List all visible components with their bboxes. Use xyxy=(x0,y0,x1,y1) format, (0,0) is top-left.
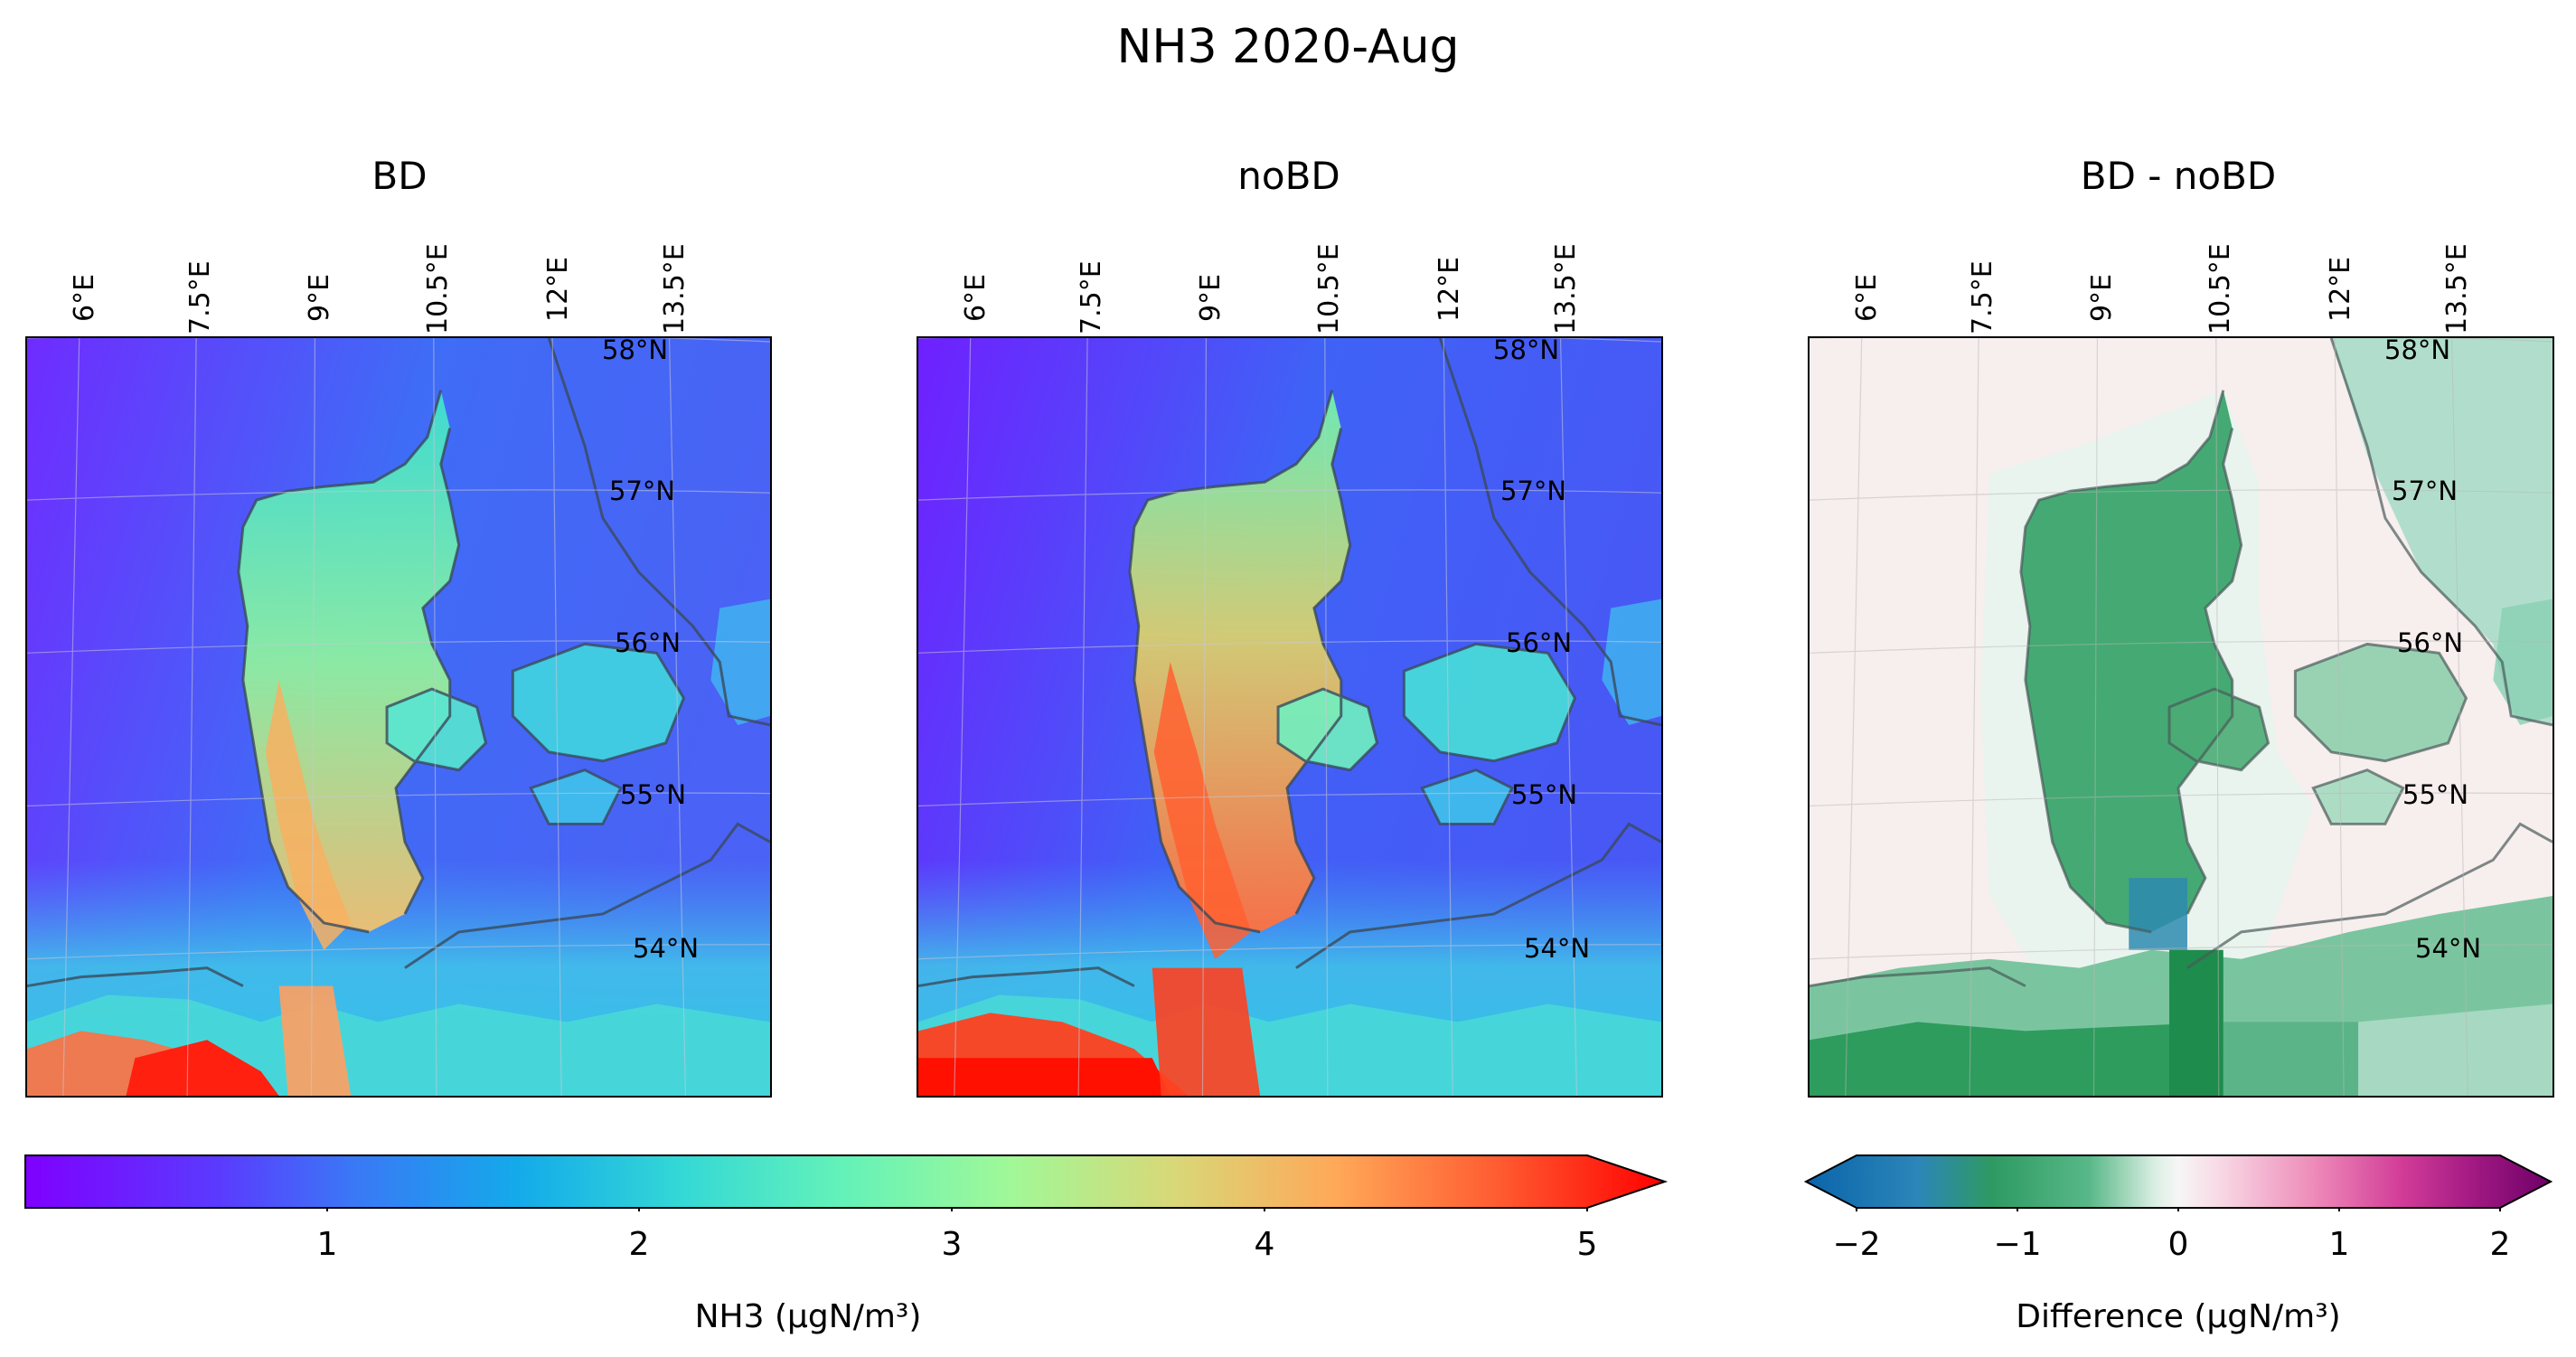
lat-label: 57°N xyxy=(2392,476,2458,506)
colorbar-tick: 1 xyxy=(2328,1226,2350,1263)
lat-label: 55°N xyxy=(2402,779,2469,810)
difference-field xyxy=(1810,338,2552,1096)
lat-label: 54°N xyxy=(633,933,700,964)
lon-label: 12°E xyxy=(1434,256,1465,322)
nh3-field-nobd xyxy=(918,338,1661,1096)
map-panel-bd: 58°N 57°N 56°N 55°N 54°N xyxy=(25,336,772,1098)
colorbar-tick: 3 xyxy=(941,1226,963,1263)
colorbar-tick: 1 xyxy=(316,1226,338,1263)
colorbar-tick: 5 xyxy=(1576,1226,1598,1263)
colorbar-tick: −1 xyxy=(1993,1226,2042,1263)
lat-label: 56°N xyxy=(2397,627,2464,658)
colorbar-difference xyxy=(1804,1154,2552,1211)
lon-label: 10.5°E xyxy=(2205,243,2236,335)
lon-label: 13.5°E xyxy=(2441,243,2473,335)
lat-label: 58°N xyxy=(1493,336,1560,365)
lon-label: 12°E xyxy=(542,256,574,322)
lat-label: 55°N xyxy=(1511,779,1578,810)
lat-label: 56°N xyxy=(615,627,682,658)
lat-label: 58°N xyxy=(2384,336,2451,365)
lat-label: 54°N xyxy=(2415,933,2482,964)
lon-label: 9°E xyxy=(304,273,335,322)
lon-label: 6°E xyxy=(1851,273,1883,322)
lon-label: 7.5°E xyxy=(184,260,216,335)
lat-label: 55°N xyxy=(620,779,687,810)
colorbar-nh3 xyxy=(24,1154,1669,1211)
lon-label: 7.5°E xyxy=(1967,260,1998,335)
map-panel-diff: 58°N 57°N 56°N 55°N 54°N xyxy=(1808,336,2554,1098)
colorbar-tick: −2 xyxy=(1832,1226,1881,1263)
lat-label: 57°N xyxy=(1500,476,1567,506)
colorbar-tick: 4 xyxy=(1254,1226,1275,1263)
panel-title-nobd: noBD xyxy=(1237,154,1340,198)
colorbar-tick: 2 xyxy=(2489,1226,2511,1263)
lon-label: 9°E xyxy=(2086,273,2118,322)
lon-label: 7.5°E xyxy=(1076,260,1107,335)
lon-label: 12°E xyxy=(2325,256,2356,322)
map-panel-nobd: 58°N 57°N 56°N 55°N 54°N xyxy=(917,336,1663,1098)
lat-label: 54°N xyxy=(1524,933,1591,964)
lon-label: 13.5°E xyxy=(1550,243,1582,335)
lon-label: 13.5°E xyxy=(659,243,691,335)
lon-label: 9°E xyxy=(1195,273,1227,322)
nh3-field-bd xyxy=(27,338,770,1096)
lon-label: 6°E xyxy=(69,273,100,322)
lon-label: 10.5°E xyxy=(1313,243,1345,335)
colorbar-tick: 2 xyxy=(628,1226,650,1263)
lat-label: 57°N xyxy=(609,476,676,506)
colorbar-nh3-label: NH3 (μgN/m³) xyxy=(694,1298,922,1335)
lat-label: 56°N xyxy=(1506,627,1573,658)
lon-label: 10.5°E xyxy=(422,243,454,335)
figure-title: NH3 2020-Aug xyxy=(1116,20,1460,74)
lon-label: 6°E xyxy=(960,273,992,322)
colorbar-tick: 0 xyxy=(2167,1226,2189,1263)
lat-label: 58°N xyxy=(602,336,669,365)
panel-title-diff: BD - noBD xyxy=(2080,154,2277,198)
panel-title-bd: BD xyxy=(371,154,428,198)
colorbar-difference-label: Difference (μgN/m³) xyxy=(2016,1298,2341,1335)
